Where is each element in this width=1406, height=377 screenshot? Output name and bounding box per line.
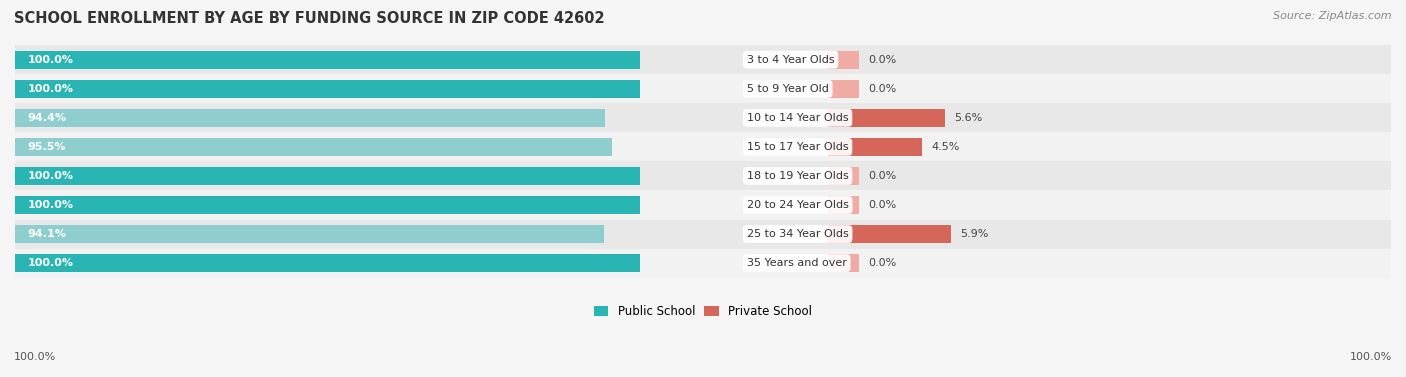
Text: 18 to 19 Year Olds: 18 to 19 Year Olds	[747, 171, 849, 181]
Bar	[15, 225, 603, 243]
Bar	[15, 219, 1391, 248]
Bar	[828, 138, 922, 156]
Bar	[15, 109, 606, 127]
Text: 100.0%: 100.0%	[28, 258, 73, 268]
Bar	[15, 45, 1391, 74]
Text: 100.0%: 100.0%	[28, 55, 73, 65]
Text: 15 to 17 Year Olds: 15 to 17 Year Olds	[747, 142, 848, 152]
Text: 20 to 24 Year Olds: 20 to 24 Year Olds	[747, 200, 849, 210]
Text: 0.0%: 0.0%	[869, 171, 897, 181]
Text: 4.5%: 4.5%	[931, 142, 960, 152]
Bar	[15, 167, 641, 185]
Text: 100.0%: 100.0%	[28, 171, 73, 181]
Bar	[15, 190, 1391, 219]
Text: 100.0%: 100.0%	[14, 352, 56, 362]
Legend: Public School, Private School: Public School, Private School	[589, 300, 817, 323]
Bar	[15, 103, 1391, 132]
Bar	[828, 167, 859, 185]
Bar	[15, 132, 1391, 161]
Bar	[15, 138, 612, 156]
Bar	[15, 51, 641, 69]
Bar	[828, 80, 859, 98]
Text: SCHOOL ENROLLMENT BY AGE BY FUNDING SOURCE IN ZIP CODE 42602: SCHOOL ENROLLMENT BY AGE BY FUNDING SOUR…	[14, 11, 605, 26]
Text: 0.0%: 0.0%	[869, 55, 897, 65]
Bar	[828, 225, 950, 243]
Text: 94.4%: 94.4%	[28, 113, 66, 123]
Text: 94.1%: 94.1%	[28, 229, 66, 239]
Text: 10 to 14 Year Olds: 10 to 14 Year Olds	[747, 113, 848, 123]
Bar	[15, 80, 641, 98]
Bar	[828, 254, 859, 272]
Text: 100.0%: 100.0%	[28, 84, 73, 94]
Text: 0.0%: 0.0%	[869, 258, 897, 268]
Bar	[15, 254, 641, 272]
Text: 95.5%: 95.5%	[28, 142, 66, 152]
Bar	[828, 51, 859, 69]
Bar	[828, 196, 859, 214]
Text: 100.0%: 100.0%	[1350, 352, 1392, 362]
Text: 3 to 4 Year Olds: 3 to 4 Year Olds	[747, 55, 834, 65]
Text: 5.9%: 5.9%	[960, 229, 988, 239]
Bar	[15, 196, 641, 214]
Bar	[15, 74, 1391, 103]
Bar	[15, 248, 1391, 277]
Text: Source: ZipAtlas.com: Source: ZipAtlas.com	[1274, 11, 1392, 21]
Text: 5 to 9 Year Old: 5 to 9 Year Old	[747, 84, 828, 94]
Text: 0.0%: 0.0%	[869, 200, 897, 210]
Text: 35 Years and over: 35 Years and over	[747, 258, 846, 268]
Bar	[15, 161, 1391, 190]
Text: 100.0%: 100.0%	[28, 200, 73, 210]
Text: 0.0%: 0.0%	[869, 84, 897, 94]
Text: 25 to 34 Year Olds: 25 to 34 Year Olds	[747, 229, 849, 239]
Text: 5.6%: 5.6%	[955, 113, 983, 123]
Bar	[828, 109, 945, 127]
